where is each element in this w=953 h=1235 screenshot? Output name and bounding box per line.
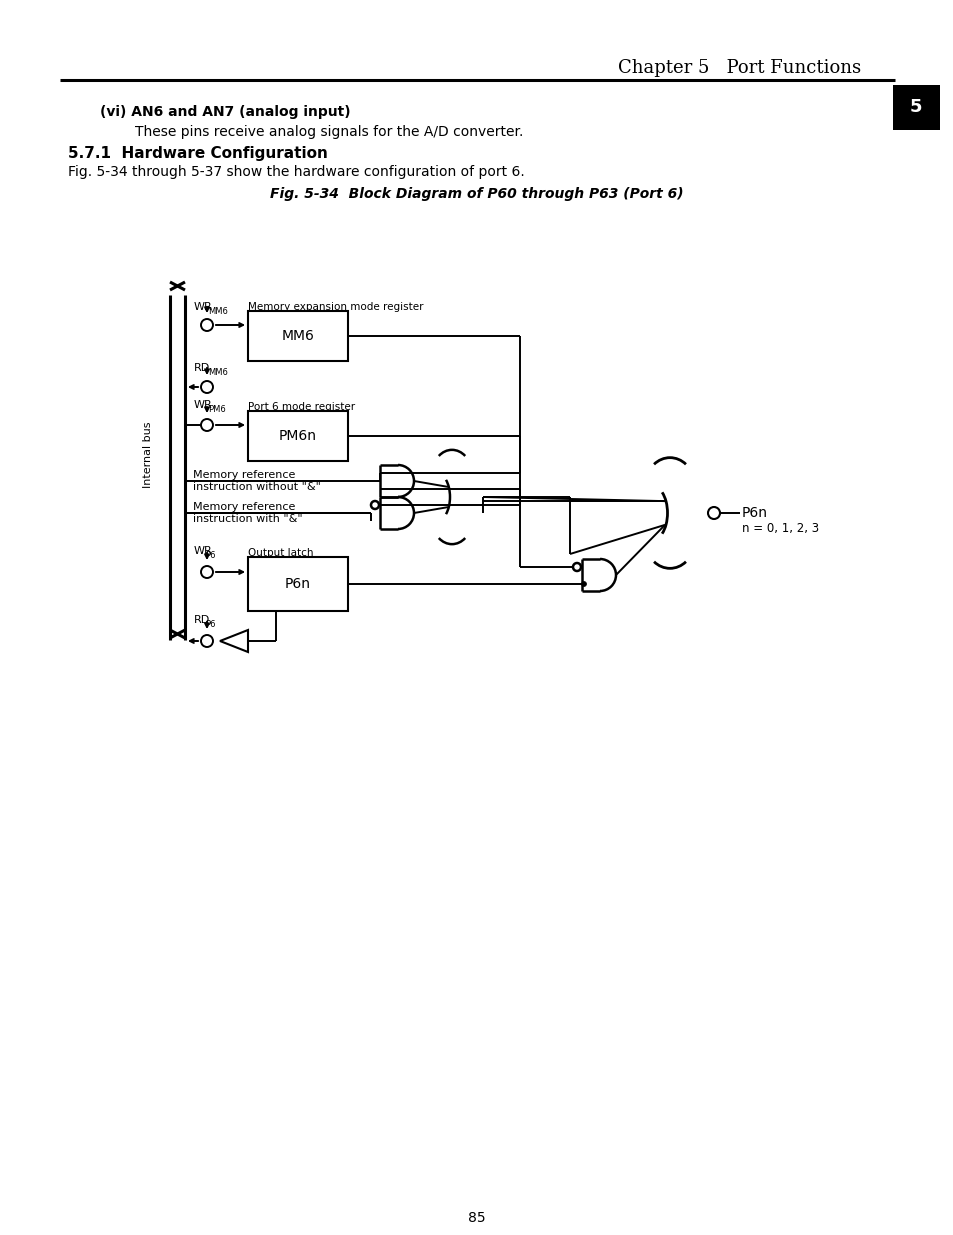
Text: P6n: P6n [285, 577, 311, 592]
Circle shape [581, 582, 586, 587]
Bar [892, 85, 939, 130]
Circle shape [201, 419, 213, 431]
Polygon shape [220, 630, 248, 652]
Text: WR: WR [193, 303, 213, 312]
Circle shape [201, 635, 213, 647]
Bar [248, 311, 348, 361]
Text: Chapter 5   Port Functions: Chapter 5 Port Functions [618, 59, 861, 77]
Text: instruction without "&": instruction without "&" [193, 482, 320, 492]
Text: P6: P6 [205, 551, 215, 559]
Text: instruction with "&": instruction with "&" [193, 514, 302, 524]
Circle shape [201, 566, 213, 578]
Text: Memory reference: Memory reference [193, 471, 295, 480]
Circle shape [201, 319, 213, 331]
Circle shape [201, 382, 213, 393]
Text: n = 0, 1, 2, 3: n = 0, 1, 2, 3 [741, 521, 819, 535]
Circle shape [371, 501, 378, 509]
Text: 5.7.1  Hardware Configuration: 5.7.1 Hardware Configuration [68, 146, 328, 161]
Circle shape [573, 563, 580, 571]
Text: Fig. 5-34  Block Diagram of P60 through P63 (Port 6): Fig. 5-34 Block Diagram of P60 through P… [270, 186, 683, 201]
Text: MM6: MM6 [281, 329, 314, 343]
Text: 5: 5 [909, 98, 922, 116]
Text: 85: 85 [468, 1212, 485, 1225]
Text: PM6n: PM6n [278, 429, 316, 443]
Circle shape [707, 508, 720, 519]
Text: MM6: MM6 [208, 368, 228, 377]
Text: Memory expansion mode register: Memory expansion mode register [248, 303, 423, 312]
Text: These pins receive analog signals for the A/D converter.: These pins receive analog signals for th… [135, 125, 523, 140]
Text: RD: RD [193, 363, 210, 373]
Text: WR: WR [193, 400, 213, 410]
Text: WR: WR [193, 546, 213, 556]
Text: Port 6 mode register: Port 6 mode register [248, 403, 355, 412]
Text: (vi) AN6 and AN7 (analog input): (vi) AN6 and AN7 (analog input) [100, 105, 351, 119]
Text: RD: RD [193, 615, 210, 625]
Text: PM6: PM6 [208, 405, 226, 414]
Text: MM6: MM6 [208, 306, 228, 315]
Text: Memory reference: Memory reference [193, 501, 295, 513]
Text: P6: P6 [205, 620, 215, 629]
Bar [248, 411, 348, 461]
Text: Internal bus: Internal bus [143, 421, 152, 488]
Text: Output latch: Output latch [248, 548, 314, 558]
Bar [248, 557, 348, 611]
Text: P6n: P6n [741, 506, 767, 520]
Text: Fig. 5-34 through 5-37 show the hardware configuration of port 6.: Fig. 5-34 through 5-37 show the hardware… [68, 165, 524, 179]
